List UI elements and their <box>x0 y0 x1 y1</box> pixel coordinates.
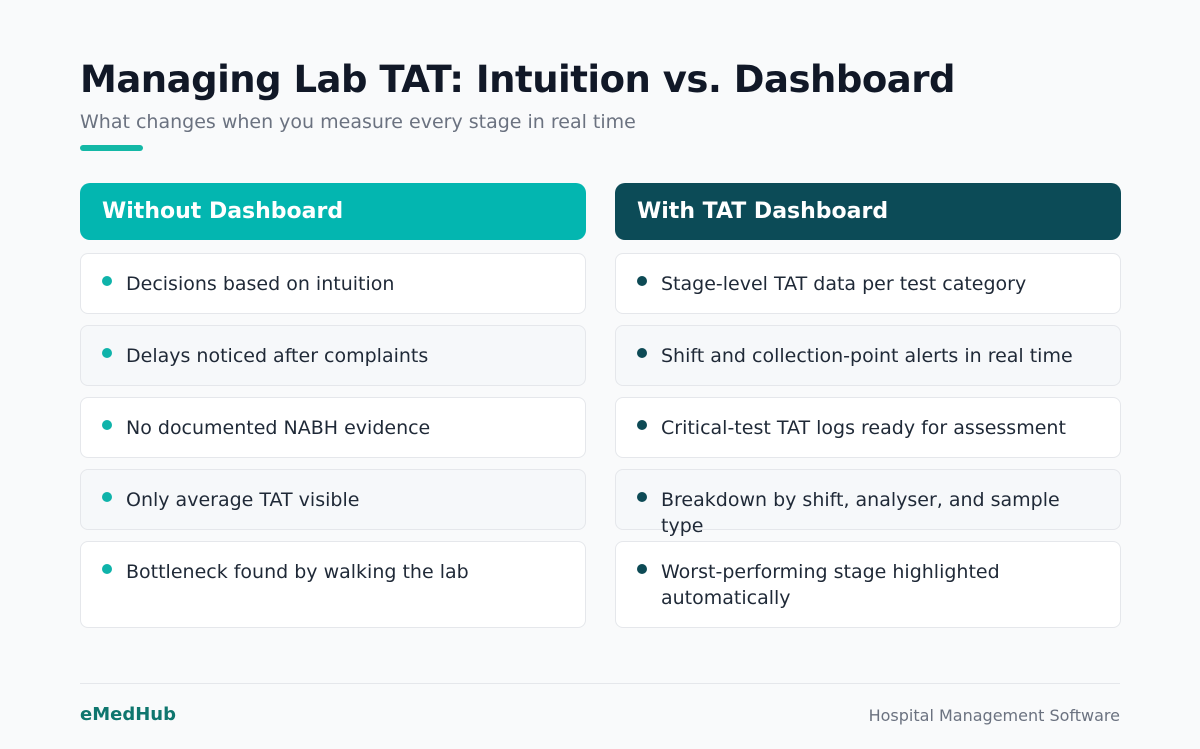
without-dashboard-list: Decisions based on intuition Delays noti… <box>80 253 586 628</box>
bullet-dot-icon <box>102 348 112 358</box>
footer-tagline: Hospital Management Software <box>868 706 1120 725</box>
bullet-dot-icon <box>102 492 112 502</box>
page-subtitle: What changes when you measure every stag… <box>80 111 636 133</box>
list-item-text: Worst-performing stage highlighted autom… <box>661 561 1000 609</box>
with-dashboard-list: Stage-level TAT data per test category S… <box>615 253 1121 628</box>
list-item: Bottleneck found by walking the lab <box>80 541 586 628</box>
list-item-text: Critical-test TAT logs ready for assessm… <box>661 417 1066 439</box>
list-item-text: Only average TAT visible <box>126 489 360 511</box>
list-item: Worst-performing stage highlighted autom… <box>615 541 1121 628</box>
list-item: Decisions based on intuition <box>80 253 586 314</box>
bullet-dot-icon <box>102 564 112 574</box>
without-dashboard-column: Without Dashboard Decisions based on int… <box>80 183 586 639</box>
bullet-dot-icon <box>102 276 112 286</box>
list-item: Stage-level TAT data per test category <box>615 253 1121 314</box>
bullet-dot-icon <box>637 492 647 502</box>
bullet-dot-icon <box>637 348 647 358</box>
list-item: Shift and collection-point alerts in rea… <box>615 325 1121 386</box>
brand-logo-text: eMedHub <box>80 704 176 725</box>
with-dashboard-heading: With TAT Dashboard <box>615 183 1121 240</box>
list-item: Critical-test TAT logs ready for assessm… <box>615 397 1121 458</box>
list-item-text: Bottleneck found by walking the lab <box>126 561 469 583</box>
list-item: Only average TAT visible <box>80 469 586 530</box>
list-item-text: Delays noticed after complaints <box>126 345 429 367</box>
list-item-text: Shift and collection-point alerts in rea… <box>661 345 1073 367</box>
bullet-dot-icon <box>637 564 647 574</box>
list-item-text: Decisions based on intuition <box>126 273 395 295</box>
bullet-dot-icon <box>102 420 112 430</box>
list-item: No documented NABH evidence <box>80 397 586 458</box>
list-item: Delays noticed after complaints <box>80 325 586 386</box>
list-item-text: No documented NABH evidence <box>126 417 431 439</box>
page-title: Managing Lab TAT: Intuition vs. Dashboar… <box>80 58 955 101</box>
list-item-text: Breakdown by shift, analyser, and sample… <box>661 489 1060 537</box>
without-dashboard-heading: Without Dashboard <box>80 183 586 240</box>
title-accent-bar <box>80 145 143 151</box>
list-item-text: Stage-level TAT data per test category <box>661 273 1027 295</box>
bullet-dot-icon <box>637 420 647 430</box>
footer-divider <box>80 683 1120 684</box>
list-item: Breakdown by shift, analyser, and sample… <box>615 469 1121 537</box>
bullet-dot-icon <box>637 276 647 286</box>
with-dashboard-column: With TAT Dashboard Stage-level TAT data … <box>615 183 1121 639</box>
